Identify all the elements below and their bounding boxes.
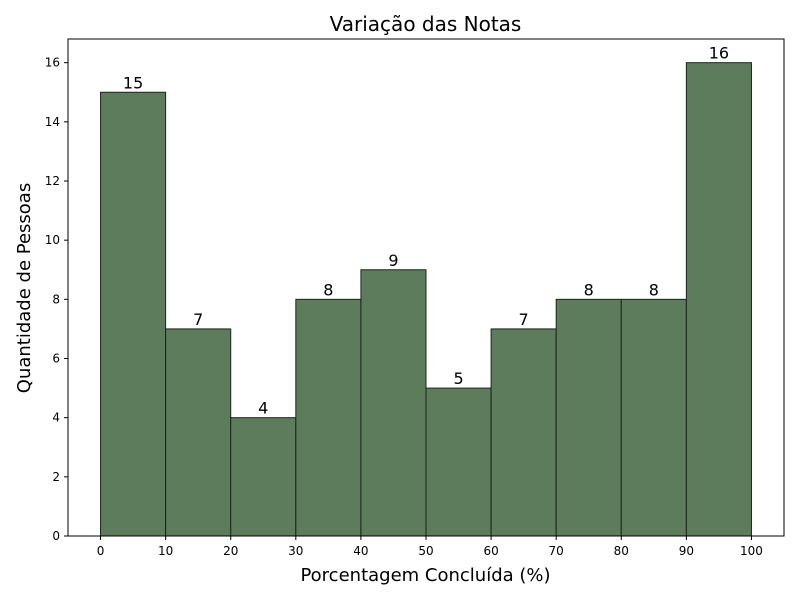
bar-value-label: 7 bbox=[193, 310, 203, 329]
y-tick-label: 4 bbox=[52, 411, 60, 425]
x-tick-label: 30 bbox=[288, 544, 303, 558]
x-tick-label: 50 bbox=[418, 544, 433, 558]
x-tick-label: 20 bbox=[223, 544, 238, 558]
x-tick-label: 10 bbox=[158, 544, 173, 558]
bar-value-label: 7 bbox=[519, 310, 529, 329]
histogram-bar bbox=[685, 62, 752, 537]
histogram-bar bbox=[165, 328, 232, 537]
y-tick-label: 8 bbox=[52, 292, 60, 306]
x-tick-label: 70 bbox=[549, 544, 564, 558]
histogram-bar bbox=[490, 328, 557, 537]
histogram-bar bbox=[425, 387, 492, 537]
y-tick-label: 16 bbox=[45, 56, 60, 70]
bar-value-label: 16 bbox=[709, 44, 729, 63]
bar-value-label: 9 bbox=[388, 251, 398, 270]
x-tick-label: 80 bbox=[614, 544, 629, 558]
histogram-bar bbox=[620, 298, 687, 537]
histogram-bar bbox=[230, 417, 297, 537]
bar-value-label: 5 bbox=[453, 369, 463, 388]
bars-layer bbox=[100, 62, 752, 537]
bar-value-label: 4 bbox=[258, 399, 268, 418]
y-tick-label: 0 bbox=[52, 529, 60, 543]
bar-value-label: 15 bbox=[123, 73, 143, 92]
x-tick-label: 100 bbox=[740, 544, 763, 558]
axes-layer: 0 10 20 30 40 50 60 70 80 90 100 0 2 4 6 8 10 12 14 16 bbox=[45, 38, 785, 558]
chart-title: Variação das Notas bbox=[330, 12, 522, 36]
bar-value-label: 8 bbox=[323, 280, 333, 299]
x-tick-label: 90 bbox=[679, 544, 694, 558]
x-tick-label: 0 bbox=[97, 544, 105, 558]
histogram-bar bbox=[555, 298, 622, 537]
y-axis-label: Quantidade de Pessoas bbox=[14, 183, 35, 393]
data-labels-layer: 15 7 4 8 9 5 7 8 8 16 bbox=[123, 44, 729, 418]
histogram-bar bbox=[100, 91, 167, 537]
histogram-bar bbox=[295, 298, 362, 537]
bar-value-label: 8 bbox=[584, 280, 594, 299]
y-tick-label: 10 bbox=[45, 233, 60, 247]
y-tick-label: 6 bbox=[52, 352, 60, 366]
y-tick-label: 12 bbox=[45, 174, 60, 188]
bar-value-label: 8 bbox=[649, 280, 659, 299]
y-tick-label: 2 bbox=[52, 470, 60, 484]
x-axis-label: Porcentagem Concluída (%) bbox=[300, 565, 550, 586]
x-tick-label: 60 bbox=[483, 544, 498, 558]
x-tick-label: 40 bbox=[353, 544, 368, 558]
y-tick-label: 14 bbox=[45, 115, 60, 129]
histogram-bar bbox=[360, 269, 427, 537]
